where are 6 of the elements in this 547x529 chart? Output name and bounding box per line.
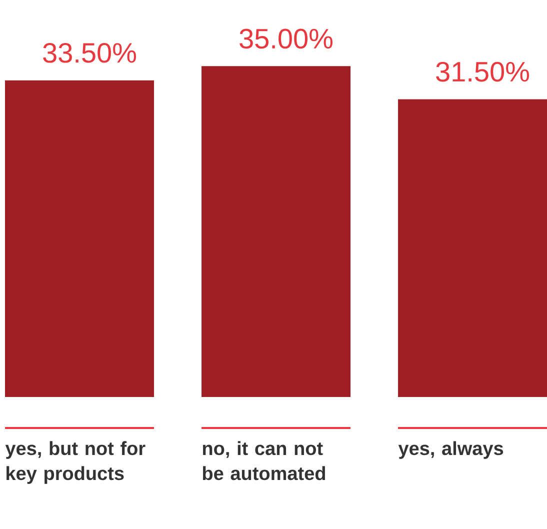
x-tick-label: no, it can not be automated [202, 441, 326, 480]
data-label: 33.50% [43, 42, 136, 63]
data-label: 35.00% [240, 28, 332, 49]
data-label: 31.50% [436, 62, 529, 82]
x-tick-label: yes, but not for key products [5, 441, 146, 484]
x-tick-label: yes, always [398, 441, 504, 459]
